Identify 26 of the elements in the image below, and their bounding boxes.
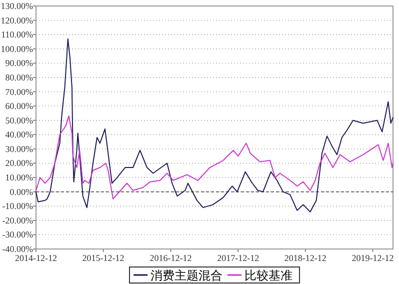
y-tick-label: 40.00% (5, 130, 34, 140)
y-tick-label: 130.00% (0, 1, 34, 11)
y-tick-label: 110.00% (1, 30, 34, 40)
y-tick-label: 70.00% (5, 86, 34, 97)
x-tick-label: 2019-12-12 (352, 253, 394, 263)
x-tick-label: 2017-12-12 (217, 253, 260, 263)
y-tick-label: 60.00% (5, 101, 34, 112)
y-tick-label: 30.00% (5, 144, 34, 154)
y-tick-label: 120.00% (0, 15, 34, 26)
y-tick-label: 100.00% (0, 44, 34, 54)
y-tick-label: 0.00% (10, 186, 34, 197)
x-tick-label: 2018-12-12 (284, 253, 326, 263)
y-tick-label: 80.00% (5, 72, 34, 82)
y-tick-label: 50.00% (5, 115, 34, 126)
y-tick-label: -40.00% (2, 244, 34, 254)
y-tick-label: 20.00% (5, 158, 34, 168)
y-tick-label: 90.00% (5, 58, 34, 68)
legend-label: 消费主题混合 (150, 268, 222, 282)
legend-label: 比较基准 (244, 268, 292, 282)
x-tick-label: 2014-12-12 (15, 253, 57, 263)
y-tick-label: -30.00% (2, 230, 34, 240)
x-tick-label: 2016-12-12 (150, 253, 192, 263)
y-tick-label: -10.00% (2, 201, 34, 212)
y-tick-label: 10.00% (5, 172, 34, 183)
y-tick-label: -20.00% (2, 215, 34, 226)
x-tick-label: 2015-12-12 (82, 253, 124, 263)
